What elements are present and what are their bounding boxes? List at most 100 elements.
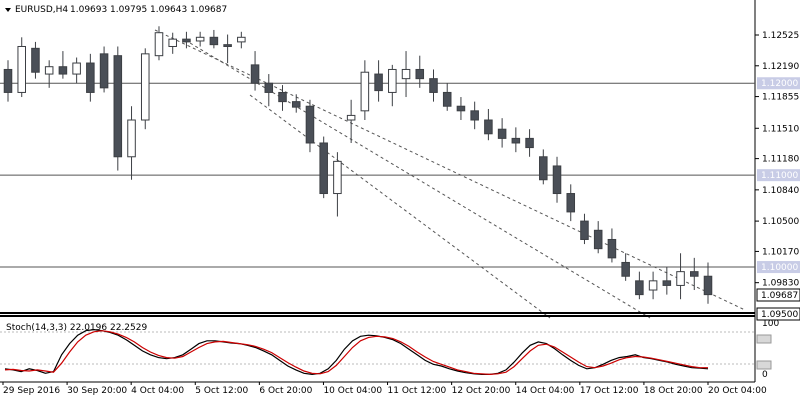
candle <box>237 31 246 49</box>
stoch-signal-line <box>4 330 708 376</box>
current-price-box <box>756 288 800 302</box>
candle-body-bull <box>346 114 356 121</box>
price-tick-label: 1.10500 <box>762 217 799 227</box>
candle-body-bull <box>237 36 246 43</box>
candle-body-bear <box>278 91 287 103</box>
dropdown-triangle-icon[interactable] <box>5 8 11 12</box>
price-tick-label: 1.11855 <box>762 93 799 103</box>
candle-body-bull <box>648 280 658 291</box>
candle-body-bull <box>44 66 54 75</box>
bottom-price-badge: 1.09500 <box>756 307 800 321</box>
channel-middle-line <box>184 39 651 319</box>
candle-body-bear <box>539 156 548 181</box>
candle <box>456 97 466 121</box>
candle-body-bear <box>291 101 301 108</box>
candle-body-bear <box>250 64 260 84</box>
candle <box>360 60 370 121</box>
candle-body-bear <box>86 62 95 93</box>
candle-body-bear <box>470 110 479 121</box>
price-tick-label: 1.11180 <box>762 155 799 165</box>
level-badge-label: 1.10000 <box>761 263 798 273</box>
candle <box>182 31 191 49</box>
candle-body-bull <box>168 38 177 47</box>
chart-header: EURUSD,H4 1.09693 1.09795 1.09643 1.0968… <box>5 5 227 15</box>
candle <box>86 53 95 102</box>
candle-body-bear <box>223 44 232 47</box>
candle <box>168 32 177 54</box>
header-open: 1.09693 <box>70 5 107 15</box>
candle <box>99 46 109 93</box>
candle <box>470 101 479 130</box>
candle-body-bear <box>566 193 576 213</box>
price-tick-label: 1.12525 <box>762 31 799 41</box>
candle-body-bear <box>99 53 109 89</box>
candle <box>333 152 342 217</box>
current-price-badge: 1.09687 <box>756 288 800 302</box>
current-price-label: 1.09687 <box>761 291 798 301</box>
candle <box>31 41 40 79</box>
price-tick-label: 1.12190 <box>762 62 799 72</box>
time-tick-label: 30 Sep 20:00 <box>67 386 127 396</box>
candle-body-bear <box>580 220 589 240</box>
price-plot: 1.12525 1.12190 1.11855 1.11510 1.11180 1.108… <box>0 0 800 382</box>
channel-lower-line <box>249 94 551 319</box>
candle-body-bear <box>690 271 699 277</box>
candle <box>497 118 507 148</box>
candle-body-bear <box>209 36 219 46</box>
candle <box>635 271 644 300</box>
candle <box>209 29 219 49</box>
candle-body-bull <box>154 32 164 57</box>
candle <box>401 51 411 98</box>
candle <box>319 136 328 199</box>
candle <box>539 149 548 185</box>
candle-body-bear <box>635 280 644 296</box>
candle-body-bear <box>552 165 562 195</box>
candle-body-bear <box>593 229 603 250</box>
candle <box>552 156 562 203</box>
horizontal-levels <box>0 82 755 268</box>
candle <box>703 262 713 304</box>
candle <box>607 228 617 263</box>
candle <box>511 127 521 153</box>
candle-body-bull <box>676 271 685 286</box>
candle <box>250 51 260 91</box>
candle-body-bear <box>305 105 315 144</box>
stoch-title: Stoch(14,3,3) 22.0196 22.2529 <box>6 323 147 333</box>
candle <box>140 48 150 130</box>
candle <box>484 108 493 141</box>
candle <box>566 184 576 222</box>
stoch-level-20-box <box>756 360 772 370</box>
candle <box>388 64 397 107</box>
candle <box>223 34 232 64</box>
candle <box>676 253 685 300</box>
time-tick-label: 11 Oct 12:00 <box>388 386 447 396</box>
candle-body-bear <box>3 68 13 93</box>
bottom-price-label: 1.09500 <box>761 310 798 320</box>
candle <box>154 26 164 61</box>
candle <box>264 74 274 107</box>
candle <box>291 94 301 113</box>
stoch-level-80-box <box>756 334 772 344</box>
candle <box>195 31 205 47</box>
candle <box>690 257 699 291</box>
candle <box>127 106 136 180</box>
bottom-price-box <box>756 307 800 321</box>
time-tick-label: 18 Oct 20:00 <box>644 386 703 396</box>
candle <box>346 99 356 143</box>
candle-body-bear <box>31 47 40 73</box>
time-axis: 29 Sep 2016 30 Sep 20:00 4 Oct 04:00 5 Oct … <box>0 381 767 396</box>
candle-body-bear <box>264 82 274 93</box>
candle-body-bear <box>442 91 452 107</box>
stoch-lines <box>4 328 709 376</box>
header-high: 1.09795 <box>110 5 147 15</box>
candle <box>648 271 658 300</box>
candle-body-bear <box>607 238 617 259</box>
candle-body-bull <box>388 68 397 93</box>
candle-body-bear <box>182 38 191 43</box>
level-badge-label: 1.12000 <box>761 79 798 89</box>
candle-body-bear <box>511 137 521 144</box>
candle <box>429 69 438 102</box>
candle <box>593 221 603 254</box>
level-badge-box <box>757 169 800 182</box>
candle-body-bull <box>195 36 205 42</box>
